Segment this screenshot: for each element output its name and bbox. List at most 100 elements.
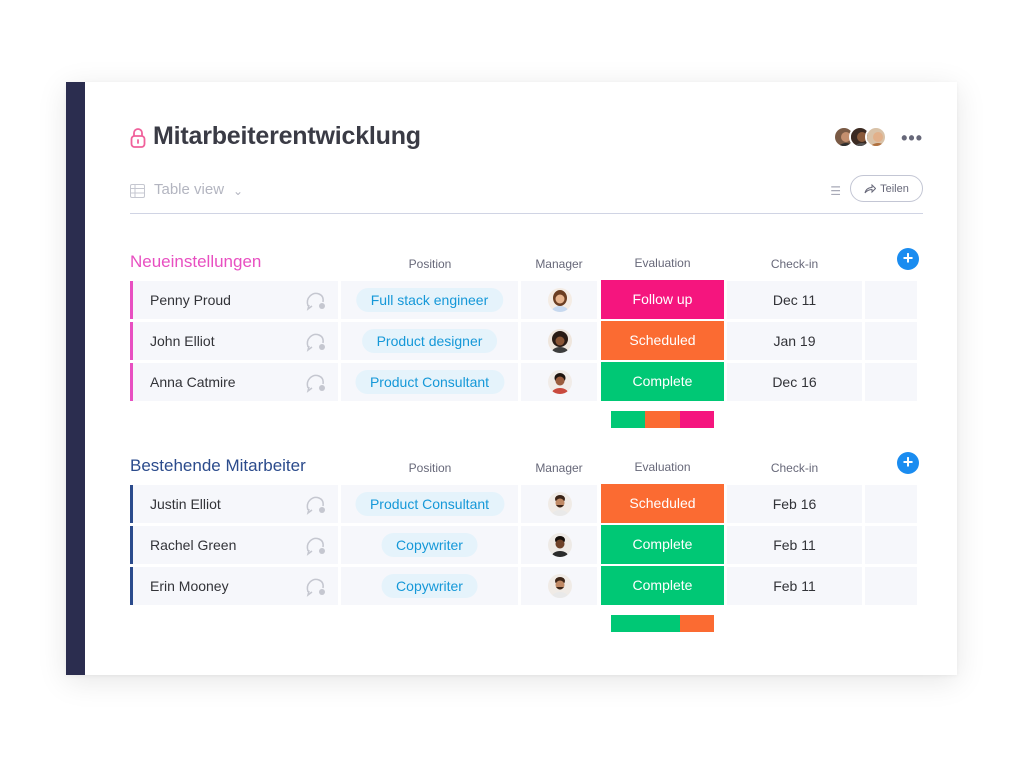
name-cell[interactable]: Rachel Green [133, 526, 338, 564]
column-header-manager[interactable]: Manager [535, 461, 583, 475]
summary-segment [645, 411, 680, 428]
position-tag[interactable]: Copywriter [381, 574, 478, 598]
name-cell[interactable]: Justin Elliot [133, 485, 338, 523]
checkin-date[interactable]: Dec 16 [727, 363, 862, 401]
item-name[interactable]: Anna Catmire [150, 374, 236, 390]
comment-bubble-icon[interactable] [305, 577, 327, 597]
board-title[interactable]: Mitarbeiterentwicklung [153, 122, 421, 150]
checkin-date[interactable]: Jan 19 [727, 322, 862, 360]
position-cell[interactable]: Product designer [341, 322, 518, 360]
member-avatar[interactable] [865, 126, 887, 148]
manager-cell[interactable] [521, 281, 597, 319]
column-header-evaluation[interactable]: Evaluation [634, 460, 691, 474]
table-row[interactable]: Penny Proud Full stack engineer Follow u… [130, 280, 923, 321]
name-cell[interactable]: Anna Catmire [133, 363, 338, 401]
checkin-date[interactable]: Feb 11 [727, 567, 862, 605]
summary-segment [679, 411, 714, 428]
manager-avatar[interactable] [548, 370, 572, 394]
comment-bubble-icon[interactable] [305, 291, 327, 311]
checkin-date[interactable]: Dec 11 [727, 281, 862, 319]
item-name[interactable]: Rachel Green [150, 537, 237, 553]
more-icon[interactable]: ••• [901, 128, 923, 148]
position-tag[interactable]: Full stack engineer [355, 288, 504, 312]
manager-avatar[interactable] [548, 533, 572, 557]
column-header-position[interactable]: Position [408, 461, 452, 475]
item-name[interactable]: Erin Mooney [150, 578, 229, 594]
manager-cell[interactable] [521, 526, 597, 564]
manager-avatar[interactable] [548, 574, 572, 598]
position-cell[interactable]: Product Consultant [341, 363, 518, 401]
empty-cell[interactable] [865, 567, 917, 605]
status-summary-bar[interactable] [611, 411, 714, 428]
share-button[interactable]: Teilen [850, 175, 923, 202]
position-tag[interactable]: Product Consultant [354, 370, 505, 394]
column-header-checkin[interactable]: Check-in [770, 461, 819, 475]
status-label[interactable]: Scheduled [601, 321, 724, 360]
column-header-checkin[interactable]: Check-in [770, 257, 819, 271]
filter-icon[interactable]: ☰ [830, 184, 841, 198]
row-indicator [130, 363, 133, 401]
manager-avatar[interactable] [548, 329, 572, 353]
name-cell[interactable]: Erin Mooney [133, 567, 338, 605]
status-label[interactable]: Complete [601, 525, 724, 564]
position-cell[interactable]: Full stack engineer [341, 281, 518, 319]
manager-avatar[interactable] [548, 288, 572, 312]
status-label[interactable]: Scheduled [601, 484, 724, 523]
checkin-date[interactable]: Feb 11 [727, 526, 862, 564]
item-name[interactable]: Justin Elliot [150, 496, 221, 512]
table-row[interactable]: Justin Elliot Product Consultant Schedul… [130, 484, 923, 525]
status-label[interactable]: Complete [601, 566, 724, 605]
comment-bubble-icon[interactable] [305, 495, 327, 515]
member-avatar[interactable] [833, 126, 855, 148]
column-header-evaluation[interactable]: Evaluation [634, 256, 691, 270]
summary-segment [611, 615, 680, 632]
share-arrow-icon [864, 183, 877, 193]
position-cell[interactable]: Copywriter [341, 526, 518, 564]
group-title[interactable]: Neueinstellungen [130, 252, 262, 271]
table-row[interactable]: Erin Mooney Copywriter Complete Feb 11 [130, 566, 923, 607]
position-tag[interactable]: Copywriter [381, 533, 478, 557]
group-rows: Penny Proud Full stack engineer Follow u… [130, 280, 923, 403]
member-avatar[interactable] [849, 126, 871, 148]
table-row[interactable]: Rachel Green Copywriter Complete Feb 11 [130, 525, 923, 566]
comment-bubble-icon[interactable] [305, 536, 327, 556]
empty-cell[interactable] [865, 526, 917, 564]
status-label[interactable]: Complete [601, 362, 724, 401]
board-members[interactable] [833, 126, 887, 148]
status-summary-bar[interactable] [611, 615, 714, 632]
item-name[interactable]: Penny Proud [150, 292, 231, 308]
comment-bubble-icon[interactable] [305, 332, 327, 352]
manager-cell[interactable] [521, 322, 597, 360]
position-cell[interactable]: Product Consultant [341, 485, 518, 523]
name-cell[interactable]: John Elliot [133, 322, 338, 360]
manager-cell[interactable] [521, 567, 597, 605]
row-indicator [130, 281, 133, 319]
checkin-date[interactable]: Feb 16 [727, 485, 862, 523]
position-tag[interactable]: Product Consultant [354, 492, 505, 516]
group-title[interactable]: Bestehende Mitarbeiter [130, 456, 306, 475]
empty-cell[interactable] [865, 363, 917, 401]
column-header-manager[interactable]: Manager [535, 257, 583, 271]
add-column-button[interactable]: + [897, 452, 919, 474]
table-icon [130, 184, 145, 198]
table-row[interactable]: John Elliot Product designer Scheduled J… [130, 321, 923, 362]
name-cell[interactable]: Penny Proud [133, 281, 338, 319]
empty-cell[interactable] [865, 322, 917, 360]
chevron-down-icon[interactable]: ⌄ [233, 184, 244, 198]
manager-cell[interactable] [521, 485, 597, 523]
empty-cell[interactable] [865, 485, 917, 523]
manager-avatar[interactable] [548, 492, 572, 516]
position-tag[interactable]: Product designer [361, 329, 498, 353]
summary-segment [679, 615, 714, 632]
lock-icon[interactable] [130, 127, 146, 149]
column-header-position[interactable]: Position [408, 257, 452, 271]
manager-cell[interactable] [521, 363, 597, 401]
status-label[interactable]: Follow up [601, 280, 724, 319]
empty-cell[interactable] [865, 281, 917, 319]
view-selector[interactable]: Table view [154, 181, 225, 198]
comment-bubble-icon[interactable] [305, 373, 327, 393]
table-row[interactable]: Anna Catmire Product Consultant Complete… [130, 362, 923, 403]
position-cell[interactable]: Copywriter [341, 567, 518, 605]
add-column-button[interactable]: + [897, 248, 919, 270]
item-name[interactable]: John Elliot [150, 333, 215, 349]
